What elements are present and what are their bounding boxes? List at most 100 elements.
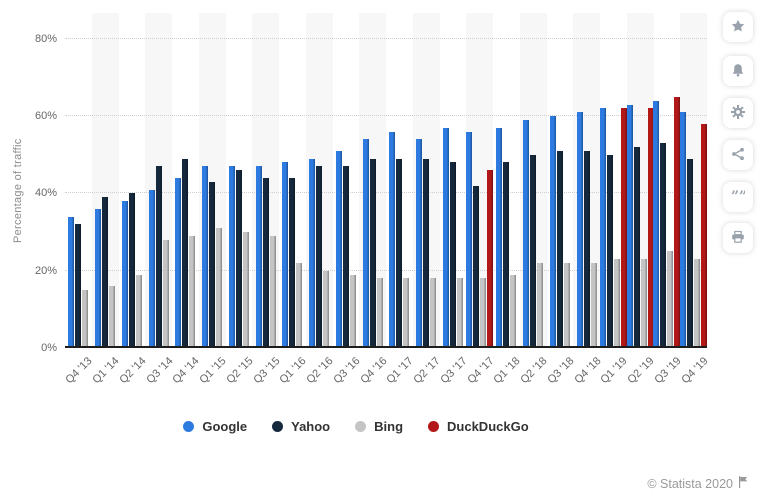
bar-bing-10[interactable] xyxy=(349,274,356,348)
bar-bing-12[interactable] xyxy=(403,278,410,348)
bar-google-6[interactable] xyxy=(228,166,235,348)
plot-area xyxy=(65,13,708,348)
bar-google-19[interactable] xyxy=(576,112,583,348)
x-tick-label: Q2 '18 xyxy=(518,355,550,387)
bar-duckduckgo-23[interactable] xyxy=(701,123,708,348)
bar-bing-22[interactable] xyxy=(667,251,674,348)
bar-google-9[interactable] xyxy=(309,158,316,348)
quote-icon: ”” xyxy=(731,189,747,206)
legend-item-yahoo[interactable]: Yahoo xyxy=(272,419,330,434)
bar-google-13[interactable] xyxy=(416,139,423,348)
bar-bing-21[interactable] xyxy=(640,259,647,348)
bar-google-14[interactable] xyxy=(442,127,449,348)
bar-bing-4[interactable] xyxy=(189,235,196,348)
bar-google-2[interactable] xyxy=(121,201,128,348)
bar-yahoo-0[interactable] xyxy=(75,224,82,348)
legend-item-google[interactable]: Google xyxy=(183,419,247,434)
legend-item-duckduckgo[interactable]: DuckDuckGo xyxy=(428,419,529,434)
bar-bing-20[interactable] xyxy=(613,259,620,348)
bar-google-0[interactable] xyxy=(68,216,75,348)
bar-google-3[interactable] xyxy=(148,189,155,348)
bar-yahoo-11[interactable] xyxy=(369,158,376,348)
bar-duckduckgo-22[interactable] xyxy=(674,96,681,348)
bar-google-11[interactable] xyxy=(362,139,369,348)
bar-bing-23[interactable] xyxy=(694,259,701,348)
x-tick-label: Q3 '18 xyxy=(545,355,577,387)
bar-bing-2[interactable] xyxy=(135,274,142,348)
bar-yahoo-20[interactable] xyxy=(606,154,613,348)
bar-bing-11[interactable] xyxy=(376,278,383,348)
bar-duckduckgo-21[interactable] xyxy=(647,108,654,348)
bar-google-4[interactable] xyxy=(175,177,182,348)
bar-yahoo-7[interactable] xyxy=(262,177,269,348)
bar-yahoo-10[interactable] xyxy=(342,166,349,348)
bar-yahoo-23[interactable] xyxy=(687,158,694,348)
cite-button[interactable]: ”” xyxy=(723,182,753,212)
bar-bing-8[interactable] xyxy=(296,262,303,348)
bar-yahoo-13[interactable] xyxy=(423,158,430,348)
gridline-80 xyxy=(65,37,707,39)
bar-bing-18[interactable] xyxy=(563,262,570,348)
bar-bing-0[interactable] xyxy=(82,290,89,348)
bar-group xyxy=(92,13,119,348)
bar-yahoo-1[interactable] xyxy=(102,197,109,348)
settings-button[interactable] xyxy=(723,98,753,128)
bar-bing-19[interactable] xyxy=(590,262,597,348)
bar-bing-13[interactable] xyxy=(430,278,437,348)
bar-bing-7[interactable] xyxy=(269,235,276,348)
bar-google-17[interactable] xyxy=(523,119,530,348)
bar-google-7[interactable] xyxy=(255,166,262,348)
bar-google-22[interactable] xyxy=(653,100,660,348)
bar-yahoo-14[interactable] xyxy=(449,162,456,348)
bar-google-20[interactable] xyxy=(599,108,606,348)
bar-bing-6[interactable] xyxy=(242,232,249,348)
bar-bing-3[interactable] xyxy=(162,239,169,348)
gridline-60 xyxy=(65,115,707,117)
bar-yahoo-5[interactable] xyxy=(209,181,216,348)
bar-yahoo-16[interactable] xyxy=(503,162,510,348)
bar-google-15[interactable] xyxy=(466,131,473,348)
favorite-button[interactable] xyxy=(723,12,753,42)
bar-google-16[interactable] xyxy=(496,127,503,348)
x-tick-label: Q4 '17 xyxy=(464,355,497,387)
bar-google-1[interactable] xyxy=(95,208,102,348)
notifications-button[interactable] xyxy=(723,56,753,86)
bar-google-23[interactable] xyxy=(680,112,687,348)
bar-yahoo-15[interactable] xyxy=(473,185,480,348)
bar-bing-1[interactable] xyxy=(109,286,116,348)
bar-yahoo-19[interactable] xyxy=(583,150,590,348)
bar-google-10[interactable] xyxy=(335,150,342,348)
bar-google-5[interactable] xyxy=(202,166,209,348)
bar-yahoo-6[interactable] xyxy=(235,170,242,348)
bar-yahoo-2[interactable] xyxy=(128,193,135,348)
legend-item-bing[interactable]: Bing xyxy=(355,419,403,434)
print-button[interactable] xyxy=(723,223,753,253)
share-button[interactable] xyxy=(723,140,753,170)
bar-bing-15[interactable] xyxy=(480,278,487,348)
bar-yahoo-17[interactable] xyxy=(530,154,537,348)
bar-google-12[interactable] xyxy=(389,131,396,348)
bar-google-21[interactable] xyxy=(626,104,633,348)
bar-google-18[interactable] xyxy=(549,116,556,348)
bar-yahoo-8[interactable] xyxy=(289,177,296,348)
bar-yahoo-4[interactable] xyxy=(182,158,189,348)
bar-group xyxy=(626,13,654,348)
bar-yahoo-3[interactable] xyxy=(155,166,162,348)
bar-yahoo-22[interactable] xyxy=(660,143,667,348)
bar-yahoo-12[interactable] xyxy=(396,158,403,348)
bar-group xyxy=(386,13,413,348)
bar-bing-9[interactable] xyxy=(323,270,330,348)
bar-bing-17[interactable] xyxy=(537,262,544,348)
bar-duckduckgo-15[interactable] xyxy=(487,170,494,348)
bar-duckduckgo-20[interactable] xyxy=(620,108,627,348)
x-axis-line xyxy=(65,346,707,348)
bar-yahoo-21[interactable] xyxy=(633,147,640,348)
bar-google-8[interactable] xyxy=(282,162,289,348)
flag-icon xyxy=(738,476,748,491)
bar-group xyxy=(653,13,681,348)
bar-bing-16[interactable] xyxy=(510,274,517,348)
bar-bing-5[interactable] xyxy=(216,228,223,348)
bar-yahoo-9[interactable] xyxy=(316,166,323,348)
bar-yahoo-18[interactable] xyxy=(556,150,563,348)
bar-bing-14[interactable] xyxy=(456,278,463,348)
